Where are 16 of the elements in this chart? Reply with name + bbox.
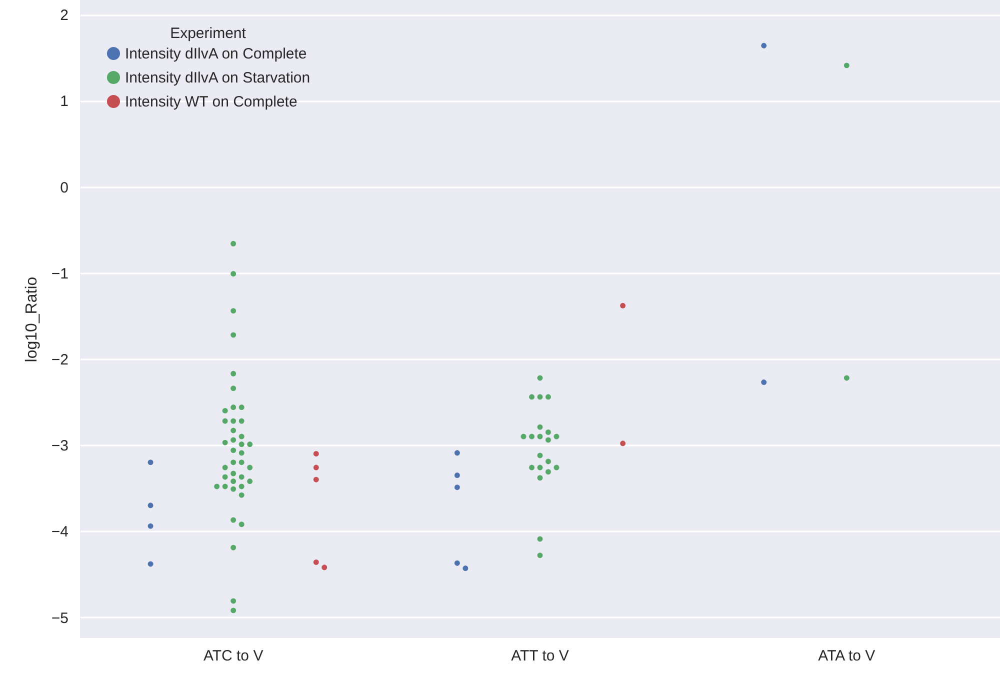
- y-axis-title: log10_Ratio: [23, 276, 40, 362]
- legend-label: Intensity dIlvA on Complete: [125, 46, 307, 62]
- y-tick-label: −4: [51, 524, 68, 541]
- x-tick-label: ATT to V: [511, 648, 569, 664]
- y-tick-label: 0: [60, 179, 68, 196]
- y-tick-label: −1: [51, 265, 68, 282]
- legend-title: Experiment: [170, 25, 247, 42]
- x-tick-label: ATC to V: [203, 648, 264, 664]
- legend-label: Intensity dIlvA on Starvation: [125, 70, 310, 86]
- y-tick-label: 1: [60, 93, 68, 110]
- y-tick-label: 2: [60, 7, 68, 24]
- y-tick-label: −3: [51, 438, 68, 455]
- x-tick-label: ATA to V: [818, 648, 876, 664]
- y-tick-label: −2: [51, 352, 68, 369]
- legend-label: Intensity WT on Complete: [125, 94, 298, 110]
- y-tick-label: −5: [51, 610, 68, 627]
